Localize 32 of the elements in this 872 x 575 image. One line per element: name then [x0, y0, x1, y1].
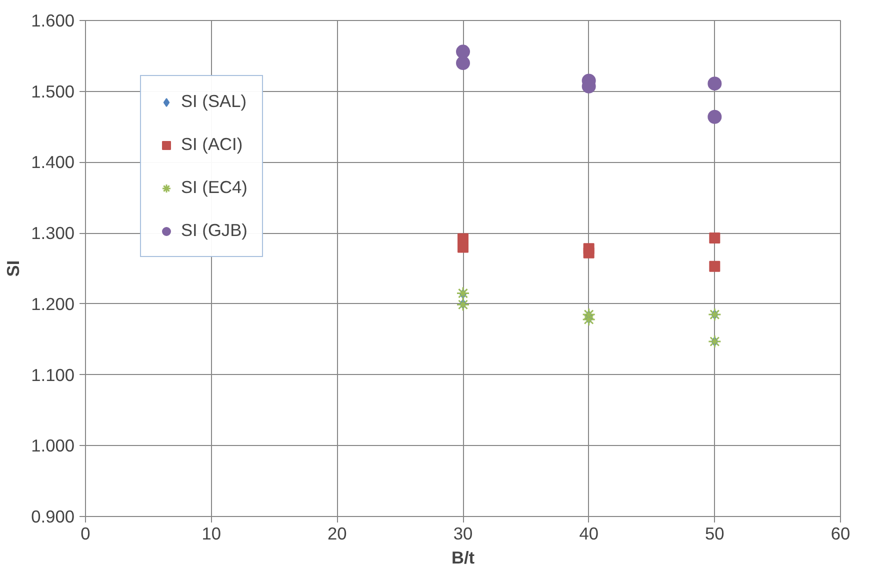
y-tick-label: 1.300	[31, 223, 75, 244]
legend-label: SI (SAL)	[181, 91, 246, 112]
x-tick-label: 0	[80, 524, 90, 544]
y-axis-title: SI	[3, 260, 24, 277]
x-tick-label: 20	[328, 524, 347, 544]
x-tick-label: 60	[830, 524, 850, 544]
x-tick-label: 10	[202, 524, 221, 544]
point	[708, 308, 722, 322]
point	[708, 334, 722, 348]
y-tick-label: 1.100	[31, 364, 75, 385]
x-tick-label: 50	[705, 524, 724, 544]
point	[709, 260, 720, 272]
point	[709, 232, 720, 244]
point	[708, 110, 722, 124]
x-axis-title: B/t	[451, 548, 475, 568]
y-tick-label: 1.000	[31, 436, 75, 456]
point	[708, 76, 722, 91]
y-tick-label: 1.200	[31, 294, 75, 314]
y-tick-label: 1.400	[31, 152, 75, 172]
point	[583, 247, 594, 258]
point	[456, 56, 470, 70]
x-tick-label: 30	[453, 524, 473, 544]
legend-label: SI (GJB)	[181, 220, 248, 241]
point	[456, 286, 470, 300]
y-tick-label: 1.500	[31, 81, 75, 102]
y-tick-label: 0.900	[31, 506, 75, 526]
point	[456, 44, 470, 59]
x-tick-label: 40	[579, 524, 598, 544]
y-tick-label: 1.600	[31, 10, 75, 30]
point	[456, 298, 470, 312]
legend-label: SI (EC4)	[181, 177, 248, 198]
legend-label: SI (ACI)	[181, 134, 243, 155]
